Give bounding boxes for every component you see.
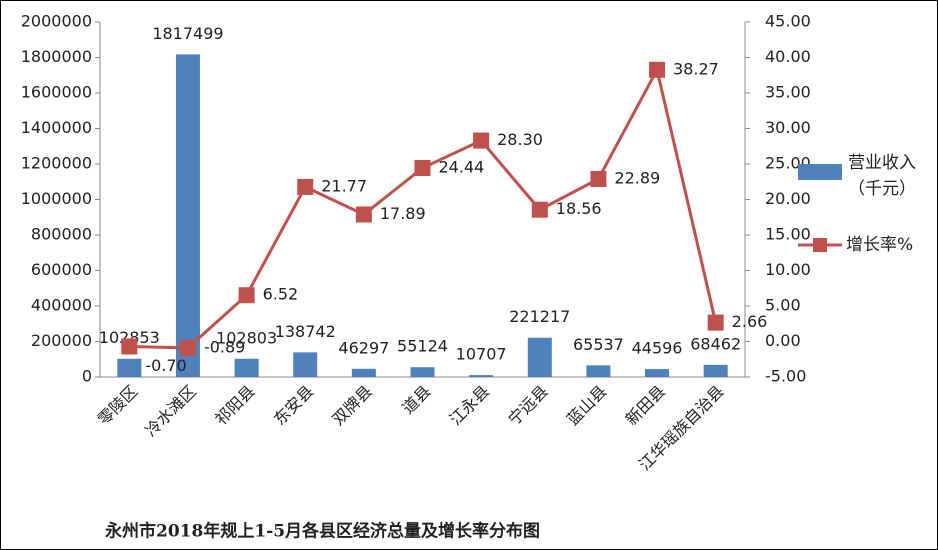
line-value-label: 17.89 [380, 204, 426, 223]
line-marker [473, 132, 490, 149]
bar [410, 367, 435, 377]
x-tick-label: 蓝山县 [563, 382, 610, 429]
y2-tick-label: 0.00 [765, 331, 801, 350]
bar-value-label: 55124 [397, 337, 448, 356]
x-tick-label: 冷水滩区 [141, 382, 200, 441]
y2-tick-label: 35.00 [765, 83, 811, 102]
y-tick-label: 1400000 [21, 118, 92, 137]
bar [527, 337, 552, 377]
line-value-label: 22.89 [614, 168, 660, 187]
x-tick-label: 双牌县 [328, 382, 375, 429]
x-tick-label: 江永县 [446, 382, 493, 429]
y2-tick-label: 45.00 [765, 12, 811, 31]
x-tick-label: 新田县 [622, 382, 669, 429]
x-tick-label: 零陵区 [94, 382, 141, 429]
y2-tick-label: 40.00 [765, 47, 811, 66]
line-value-label: 21.77 [321, 176, 367, 195]
bar-value-label: 1817499 [152, 24, 223, 43]
line-value-label: 6.52 [263, 285, 299, 304]
y-tick-label: 1600000 [21, 83, 92, 102]
bar [586, 365, 611, 377]
y-tick-label: 0 [82, 367, 92, 386]
line-marker [121, 338, 138, 355]
line-value-label: 18.56 [556, 199, 602, 218]
bar-value-label: 46297 [338, 338, 389, 357]
bar [645, 369, 670, 377]
line-marker [179, 339, 196, 356]
y-tick-label: 1800000 [21, 47, 92, 66]
x-tick-label: 东安县 [270, 382, 317, 429]
y-tick-label: 400000 [31, 296, 92, 315]
bar [234, 358, 259, 377]
line-value-label: 38.27 [673, 59, 719, 78]
y-tick-label: 1200000 [21, 154, 92, 173]
legend-swatch [798, 164, 842, 180]
line-marker [649, 61, 666, 78]
bar-value-label: 65537 [573, 335, 624, 354]
bar [117, 358, 142, 377]
y-tick-label: 800000 [31, 225, 92, 244]
y-tick-label: 2000000 [21, 12, 92, 31]
chart-title: 永州市2018年规上1-5月各县区经济总量及增长率分布图 [104, 521, 540, 542]
bar [293, 352, 318, 377]
line-marker [531, 201, 548, 218]
line-marker [590, 170, 607, 187]
bar-value-label: 68462 [690, 334, 741, 353]
line-marker [297, 178, 314, 195]
line-value-label: 24.44 [439, 157, 485, 176]
line-value-label: -0.70 [145, 356, 186, 375]
y2-tick-label: 5.00 [765, 296, 801, 315]
y2-tick-label: 20.00 [765, 189, 811, 208]
bar [175, 54, 200, 378]
bar-value-label: 102853 [99, 328, 160, 347]
bar [469, 375, 494, 377]
line-marker [238, 287, 255, 304]
bar [703, 364, 728, 377]
y2-tick-label: 15.00 [765, 225, 811, 244]
legend: 营业收入（千元） 增长率% [798, 150, 928, 258]
y-tick-label: 1000000 [21, 189, 92, 208]
line-value-label: 28.30 [497, 130, 543, 149]
bar-value-label: 102803 [216, 328, 277, 347]
line-value-label: 2.66 [732, 312, 768, 331]
legend-label: 增长率% [846, 235, 914, 255]
legend-item: 增长率% [798, 232, 928, 258]
x-tick-label: 宁远县 [504, 382, 551, 429]
bar-value-label: 138742 [275, 322, 336, 341]
line-marker [355, 206, 372, 223]
y2-tick-label: -5.00 [765, 367, 806, 386]
bar [351, 368, 376, 377]
line-marker [414, 159, 431, 176]
x-tick-label: 祁阳县 [211, 382, 258, 429]
y-tick-label: 200000 [31, 331, 92, 350]
bar-value-label: 221217 [509, 307, 570, 326]
y2-tick-label: 10.00 [765, 260, 811, 279]
line-marker [707, 314, 724, 331]
legend-label: 营业收入（千元） [848, 153, 916, 199]
line-value-label: -0.89 [204, 337, 245, 356]
y2-tick-label: 30.00 [765, 118, 811, 137]
legend-swatch [798, 238, 842, 252]
legend-item: 营业收入（千元） [798, 150, 928, 202]
x-tick-label: 道县 [398, 382, 434, 418]
bar-value-label: 10707 [456, 345, 507, 364]
bar-value-label: 44596 [632, 339, 683, 358]
y-tick-label: 600000 [31, 260, 92, 279]
